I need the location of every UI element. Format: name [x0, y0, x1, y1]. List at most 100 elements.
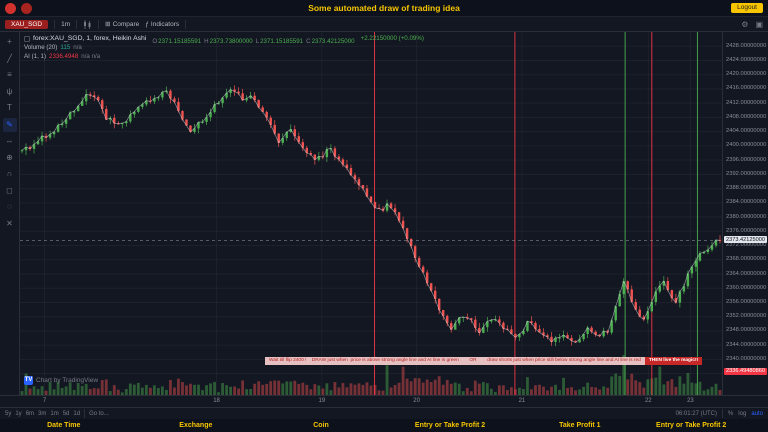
toolbar-divider: [721, 409, 723, 418]
scale-button-%[interactable]: %: [727, 410, 734, 417]
range-button-1y[interactable]: 1y: [15, 410, 22, 417]
toolbar-divider: [185, 19, 187, 29]
magnet-tool-icon[interactable]: ∩: [6, 169, 13, 178]
legend-ai-label[interactable]: AI (1, 1): [24, 53, 47, 60]
tradingview-logo: TV: [24, 376, 33, 385]
price-axis-label: 2356.00000000: [726, 298, 767, 305]
price-axis-label: 2368.00000000: [726, 256, 767, 263]
legend-ohlc-values: O2371.15185591 H2373.73800000 L2371.151855…: [149, 32, 354, 48]
delete-drawings-tool-icon[interactable]: ✕: [6, 218, 13, 228]
ohlc-key: C: [306, 37, 311, 45]
price-axis-label: 2400.00000000: [726, 142, 767, 149]
time-axis-label: 23: [687, 398, 694, 404]
lock-drawings-tool-icon[interactable]: ◻: [6, 185, 13, 195]
ohlc-key: H: [204, 37, 209, 45]
range-button-1d[interactable]: 1d: [73, 410, 81, 417]
price-axis-label: 2428.00000000: [726, 42, 767, 49]
ai-price-tag: 2336.49480860: [724, 367, 767, 375]
ohlc-value: 2373.42125000: [311, 37, 355, 45]
strategy-note-text: Wait till flip 2400 ! DRAW just when pri…: [265, 357, 645, 365]
chart-area[interactable]: forex:XAU_SGD, 1, forex, Heikin Ashi O23…: [20, 32, 722, 395]
indicators-icon: ƒ: [145, 20, 149, 28]
legend-symbol-title[interactable]: forex:XAU_SGD, 1, forex, Heikin Ashi: [33, 35, 147, 42]
ohlc-key: O: [152, 37, 158, 45]
indicators-button[interactable]: ƒ Indicators: [145, 21, 179, 28]
compare-button[interactable]: ⊞ Compare: [105, 20, 140, 29]
range-button-5y[interactable]: 5y: [5, 410, 12, 417]
screenshot-camera-icon[interactable]: ▣: [755, 19, 763, 29]
interval-button[interactable]: 1m: [61, 20, 71, 28]
toolbar-divider: [54, 19, 56, 29]
footer-column-label: Take Profit 1: [559, 421, 601, 429]
scale-button-log[interactable]: log: [738, 410, 747, 417]
scale-buttons: % log auto: [728, 411, 763, 417]
time-axis-label: 19: [318, 398, 326, 404]
chart-watermark: TV Chart by TradingView: [24, 376, 98, 385]
price-axis-label: 2348.00000000: [726, 327, 767, 334]
ohlc-key: L: [255, 37, 260, 45]
price-axis-label: 2360.00000000: [726, 284, 767, 291]
price-axis-label: 2424.00000000: [726, 56, 767, 63]
footer-column-label: Coin: [313, 421, 329, 429]
scale-button-auto[interactable]: auto: [751, 410, 763, 417]
price-axis[interactable]: 2373.42125000 2336.49480860 2428.0000000…: [722, 32, 768, 395]
range-button-5d[interactable]: 5d: [62, 410, 70, 417]
measure-tool-icon[interactable]: ↔: [5, 136, 14, 145]
range-button-3m[interactable]: 3m: [38, 410, 47, 417]
legend-volume-value: 115: [60, 44, 71, 51]
legend-change: +2.22150000 (+0.09%): [360, 35, 424, 42]
goto-date-button[interactable]: Go to...: [89, 410, 109, 417]
chart-canvas[interactable]: [20, 32, 722, 395]
chart-legend: forex:XAU_SGD, 1, forex, Heikin Ashi O23…: [24, 34, 424, 61]
strategy-note-drawing[interactable]: Wait till flip 2400 ! DRAW just when pri…: [265, 357, 720, 365]
price-axis-label: 2352.00000000: [726, 313, 767, 320]
app-red-icon-2[interactable]: [21, 2, 32, 14]
legend-volume-label[interactable]: Volume (20): [24, 44, 58, 51]
time-axis-label: 21: [518, 398, 526, 404]
brush-tool-icon[interactable]: ✎: [2, 117, 17, 132]
hide-drawings-tool-icon[interactable]: ◌: [7, 202, 12, 211]
strategy-magic-note: THEN live the magic!!: [644, 357, 703, 365]
range-button-1m[interactable]: 1m: [50, 410, 59, 417]
trend-line-tool-icon[interactable]: ╱: [7, 53, 12, 63]
footer-column-label: Exchange: [179, 421, 213, 429]
price-axis-label: 2416.00000000: [726, 85, 767, 92]
chart-toolbar: XAU_SGD 1m ⊞ Compare ƒ Indicators ⚙ ▣: [0, 17, 768, 32]
app-red-icon-1[interactable]: [5, 2, 16, 14]
footer-column-label: Entry or Take Profit 2: [414, 421, 486, 429]
symbol-tab[interactable]: XAU_SGD: [5, 19, 49, 29]
price-axis-label: 2388.00000000: [726, 185, 767, 192]
price-axis-label: 2412.00000000: [726, 99, 767, 106]
toolbar-right-icons: ⚙ ▣: [741, 20, 763, 29]
time-axis-label: 22: [644, 398, 652, 404]
zoom-in-tool-icon[interactable]: ⊕: [6, 152, 13, 162]
chart-type-button[interactable]: [83, 19, 92, 29]
time-axis-label: 20: [413, 398, 420, 404]
toolbar-divider: [76, 19, 78, 29]
footer-column-headers: Date Time Exchange Coin Entry or Take Profi…: [0, 419, 768, 432]
crosshair-tool-icon[interactable]: +: [7, 37, 12, 46]
logout-button[interactable]: Logout: [731, 2, 763, 13]
time-axis-label: 18: [213, 398, 220, 404]
settings-gear-icon[interactable]: ⚙: [741, 19, 749, 29]
footer-column-label: Entry or Take Profit 2: [656, 421, 727, 429]
page-title: Some automated draw of trading idea: [308, 3, 460, 13]
candlestick-chart-icon: [84, 19, 91, 29]
price-axis-label: 2364.00000000: [726, 270, 767, 277]
text-tool-icon[interactable]: T: [7, 103, 12, 112]
legend-ai-value: 2336.4948: [49, 53, 79, 60]
price-axis-label: 2396.00000000: [726, 156, 767, 163]
price-axis-label: 2344.00000000: [726, 341, 767, 348]
time-axis[interactable]: 7 18 19 20 21 22 23: [0, 395, 768, 407]
clock-utc[interactable]: 06:01:27 (UTC): [675, 410, 717, 417]
range-buttons: 5y 1y 6m 3m 1m 5d 1d: [5, 411, 80, 417]
price-axis-label: 2408.00000000: [726, 113, 767, 120]
pitchfork-tool-icon[interactable]: ψ: [6, 86, 13, 96]
range-button-6m[interactable]: 6m: [25, 410, 35, 417]
legend-symbol-icon[interactable]: [24, 35, 30, 42]
legend-volume-extra: n/a: [73, 44, 82, 51]
fib-retracement-tool-icon[interactable]: ≡: [7, 70, 12, 79]
time-axis-label: 7: [42, 398, 47, 404]
compare-label: Compare: [112, 20, 140, 28]
